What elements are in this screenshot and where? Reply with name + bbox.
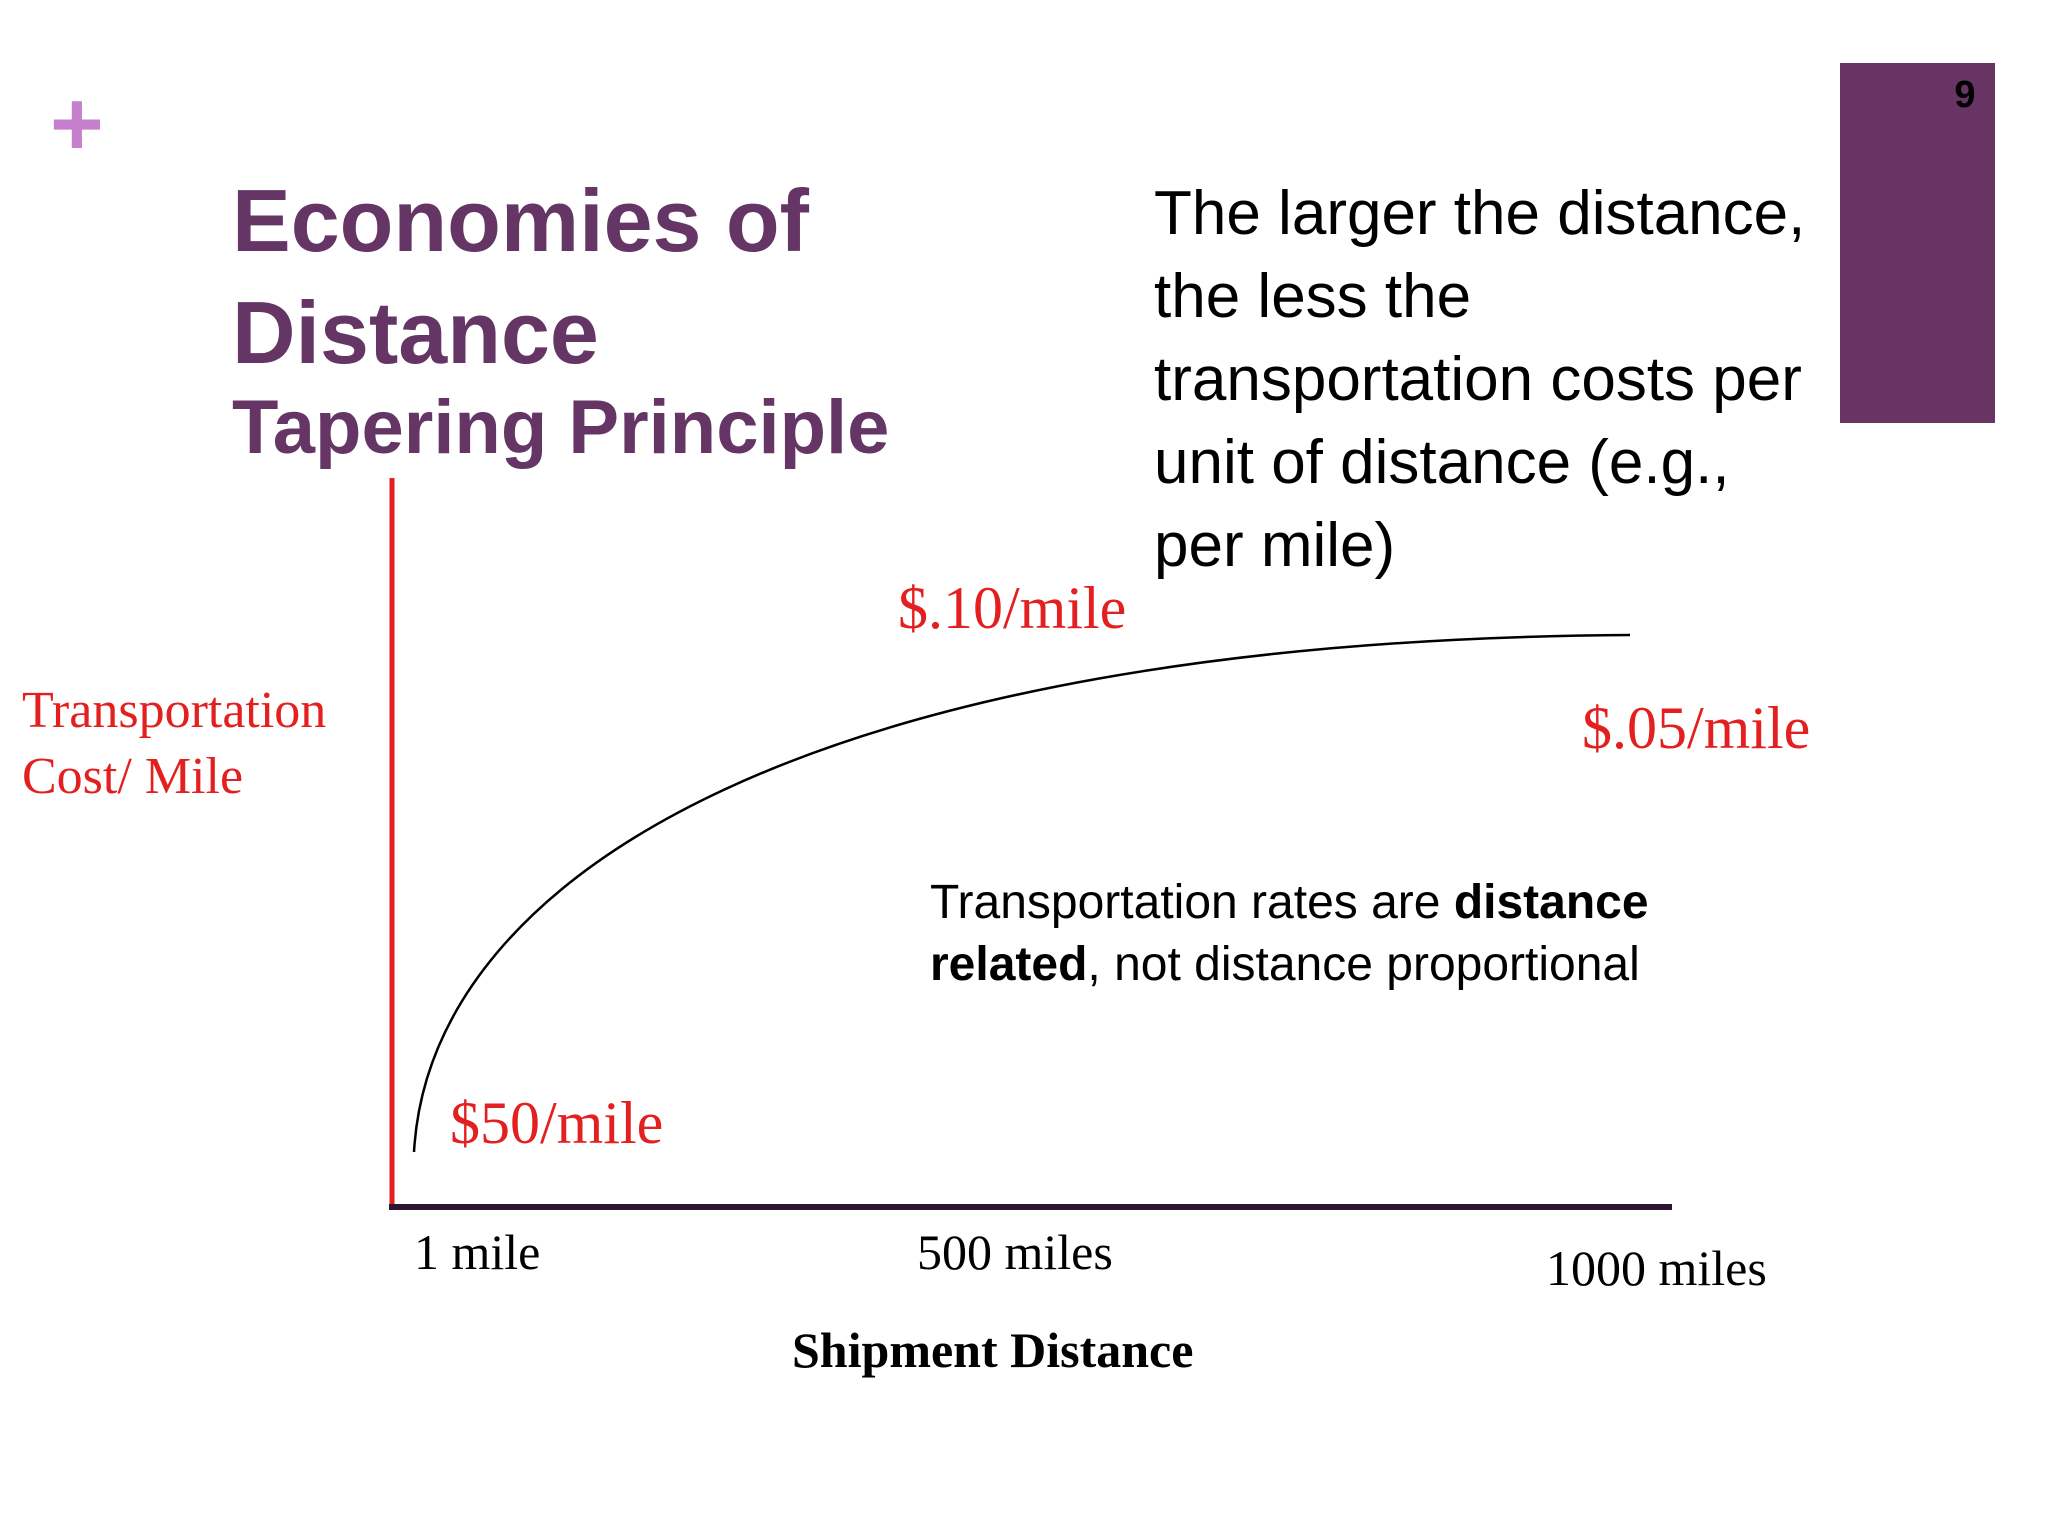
description-line-5: per mile) — [1154, 511, 1396, 580]
y-axis-label: Transportation Cost/ Mile — [22, 678, 326, 810]
rates-note-text-2: , not distance proportional — [1087, 938, 1640, 991]
x-tick-label-2: 500 miles — [917, 1224, 1113, 1280]
description-line-4: unit of distance (e.g., — [1154, 428, 1730, 497]
description-line-1: The larger the distance, — [1154, 179, 1806, 248]
title-line-1: Economies of — [232, 171, 809, 270]
plus-icon: + — [50, 73, 104, 175]
description-line-3: transportation costs per — [1154, 345, 1802, 414]
page-number-box — [1840, 63, 1995, 423]
rates-note-text-1: Transportation rates are — [930, 876, 1454, 929]
annotation-end-rate: $.05/mile — [1582, 695, 1811, 761]
x-tick-label-3: 1000 miles — [1546, 1240, 1767, 1296]
rates-note-line-1: Transportation rates are distance — [930, 872, 1750, 934]
x-tick-label-1: 1 mile — [414, 1224, 541, 1280]
rates-note-line-2: related, not distance proportional — [930, 934, 1750, 996]
annotation-start-rate: $50/mile — [450, 1090, 664, 1156]
title-line-2: Distance — [232, 283, 599, 382]
y-axis-label-line-1: Transportation — [22, 682, 327, 739]
description-line-2: the less the — [1154, 262, 1472, 331]
description: The larger the distance, the less the tr… — [1154, 172, 1914, 587]
page-number: 9 — [1954, 74, 1976, 116]
rates-note-bold-2: related — [930, 938, 1088, 991]
rates-note-bold-1: distance — [1453, 876, 1649, 929]
slide-title: Economies of Distance — [232, 165, 809, 389]
slide-subtitle: Tapering Principle — [232, 385, 890, 470]
x-axis-label: Shipment Distance — [792, 1322, 1194, 1378]
y-axis-label-line-2: Cost/ Mile — [22, 748, 244, 805]
annotation-mid-rate: $.10/mile — [898, 575, 1127, 641]
rates-note: Transportation rates are distance relate… — [930, 872, 1750, 996]
rate-curve — [412, 633, 1631, 1153]
